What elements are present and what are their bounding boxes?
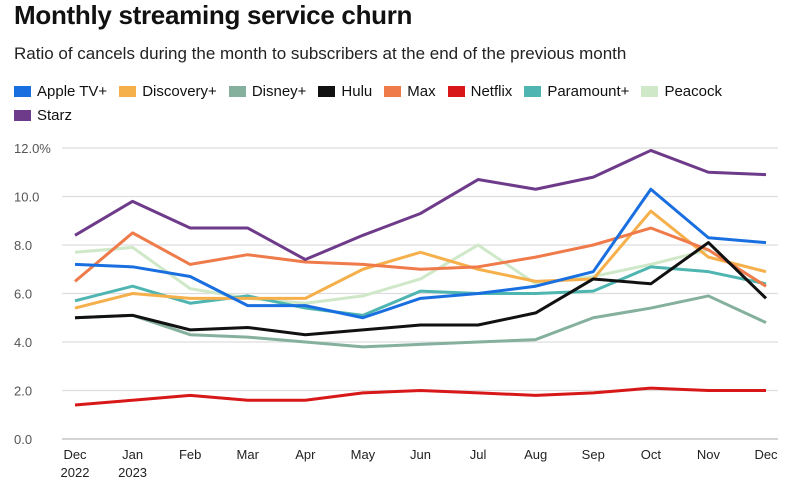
series-line-apple-tv- bbox=[74, 187, 767, 320]
legend-swatch bbox=[228, 85, 246, 97]
y-tick-label: 2.0 bbox=[14, 384, 32, 399]
series-line-disney- bbox=[74, 294, 767, 349]
legend-swatch bbox=[384, 85, 402, 97]
legend-label: Apple TV+ bbox=[37, 82, 108, 100]
legend-label: Peacock bbox=[664, 82, 722, 100]
y-tick-label: 0.0 bbox=[14, 432, 32, 447]
x-tick-label: Oct bbox=[641, 447, 662, 462]
x-tick-label: Jul bbox=[470, 447, 487, 462]
y-tick-label: 12.0% bbox=[14, 141, 51, 156]
y-tick-label: 4.0 bbox=[14, 335, 32, 350]
legend-swatch bbox=[14, 109, 31, 121]
series-line-max bbox=[74, 226, 767, 288]
x-tick-label: Feb bbox=[179, 447, 201, 462]
legend-label: Disney+ bbox=[251, 82, 307, 100]
legend-label: Max bbox=[407, 82, 436, 100]
x-tick-label: Dec bbox=[63, 447, 87, 462]
chart-title: Monthly streaming service churn bbox=[14, 0, 413, 30]
legend-swatch bbox=[447, 85, 465, 97]
legend-swatch bbox=[641, 85, 659, 97]
x-tick-label: Nov bbox=[697, 447, 721, 462]
legend: Apple TV+ Discovery+ Disney+ Hulu Max Netflix… bbox=[14, 81, 789, 125]
legend-label: Discovery+ bbox=[142, 82, 217, 100]
x-tick-label: Jan bbox=[122, 447, 143, 462]
legend-swatch bbox=[318, 85, 336, 97]
series-line-peacock bbox=[74, 243, 767, 305]
legend-item: Starz bbox=[14, 105, 72, 125]
legend-item: Netflix bbox=[447, 81, 513, 101]
x-tick-year: 2023 bbox=[118, 465, 147, 480]
legend-item: Disney+ bbox=[228, 81, 307, 101]
series-line-starz bbox=[74, 148, 767, 262]
x-tick-label: Dec bbox=[754, 447, 778, 462]
y-tick-label: 10.0 bbox=[14, 190, 39, 205]
legend-item: Paramount+ bbox=[524, 81, 629, 101]
series-line-discovery- bbox=[74, 209, 767, 310]
series-line-hulu bbox=[74, 241, 768, 337]
x-tick-label: May bbox=[351, 447, 376, 462]
legend-label: Paramount+ bbox=[547, 82, 630, 100]
legend-label: Netflix bbox=[470, 82, 513, 100]
legend-item: Discovery+ bbox=[119, 81, 217, 101]
x-tick-label: Mar bbox=[237, 447, 260, 462]
x-tick-label: Jun bbox=[410, 447, 431, 462]
legend-swatch bbox=[119, 85, 137, 97]
y-tick-label: 6.0 bbox=[14, 287, 32, 302]
legend-swatch bbox=[524, 85, 542, 97]
legend-item: Hulu bbox=[318, 81, 372, 101]
series-line-netflix bbox=[74, 386, 766, 407]
series-line-paramount- bbox=[74, 265, 767, 317]
legend-item: Apple TV+ bbox=[14, 81, 107, 101]
x-tick-label: Apr bbox=[295, 447, 316, 462]
legend-item: Peacock bbox=[641, 81, 722, 101]
legend-label: Starz bbox=[37, 106, 73, 124]
legend-swatch bbox=[14, 85, 31, 97]
x-tick-year: 2022 bbox=[61, 465, 90, 480]
y-tick-label: 8.0 bbox=[14, 238, 32, 253]
legend-label: Hulu bbox=[341, 82, 373, 100]
x-tick-label: Aug bbox=[524, 447, 547, 462]
x-tick-label: Sep bbox=[582, 447, 605, 462]
chart-subtitle: Ratio of cancels during the month to sub… bbox=[14, 44, 627, 63]
legend-item: Max bbox=[384, 81, 436, 101]
